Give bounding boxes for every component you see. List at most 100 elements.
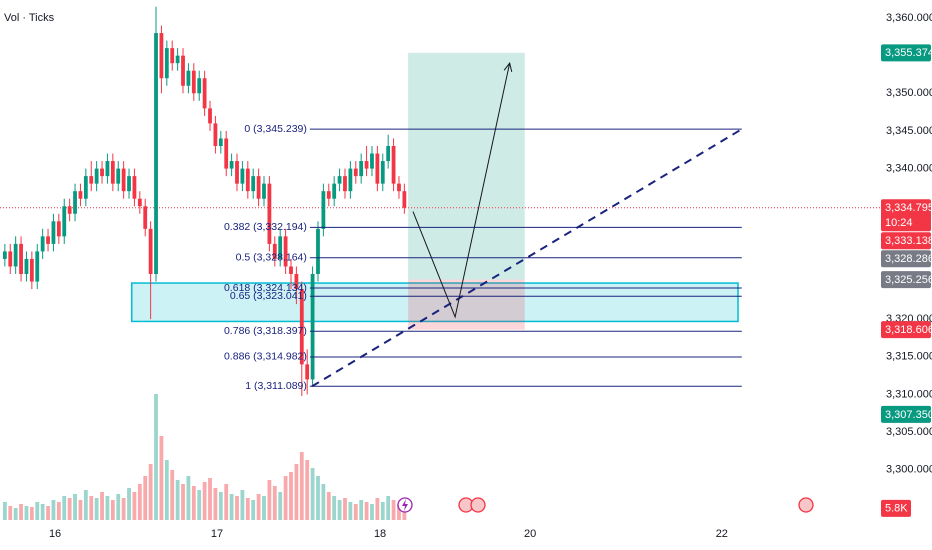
price-tag-label: 3,307.350 (885, 409, 932, 421)
candle-body (170, 48, 175, 64)
price-tag-label: 3,328.286 (885, 253, 932, 265)
volume-bar (218, 492, 223, 520)
price-tag (881, 44, 931, 62)
price-tag-label: 3,333.138 (885, 235, 932, 247)
candle-body (294, 274, 299, 290)
countdown: 10:24 (885, 217, 913, 229)
volume-bar (305, 460, 310, 520)
volume-bar (67, 498, 72, 520)
candle-body (8, 251, 13, 267)
candle-body (35, 251, 40, 282)
candle-body (397, 183, 401, 192)
volume-bar (121, 498, 126, 520)
candle-body (380, 161, 385, 184)
volume-bar (316, 476, 320, 520)
candle-body (148, 228, 153, 275)
candle-body (143, 206, 148, 229)
volume-bar (321, 484, 326, 520)
candle-body (299, 289, 304, 365)
candle-body (364, 161, 369, 169)
candle-body (197, 78, 202, 94)
candle-body (105, 161, 110, 177)
volume-bar (359, 500, 364, 520)
volume-bar (170, 470, 175, 520)
volume-bar (310, 468, 315, 520)
volume-bar (397, 504, 401, 520)
x-tick-label: 20 (524, 528, 536, 540)
volume-bar (148, 464, 153, 520)
volume-bar (197, 490, 202, 520)
fib-label: 0.886 (3,314.982) (224, 351, 307, 363)
candle-body (262, 183, 266, 199)
price-tag (881, 405, 931, 423)
volume-tag (881, 499, 911, 517)
volume-bar (40, 504, 45, 520)
candle-body (321, 191, 326, 229)
volume-bar (73, 494, 77, 520)
volume-bar (245, 498, 250, 520)
y-tick-label: 3,340.000 (886, 162, 932, 174)
candle-body (402, 191, 407, 208)
event-icon[interactable] (798, 497, 814, 513)
x-tick-label: 22 (716, 528, 728, 540)
candle-body (154, 33, 158, 275)
candle-body (19, 243, 23, 275)
fib-label: 0.65 (3,323.041) (230, 290, 307, 302)
candle-body (208, 108, 212, 124)
price-tag (881, 199, 931, 232)
candle-body (348, 168, 353, 192)
volume-bar (110, 500, 115, 520)
volume-bar (78, 500, 83, 520)
candle-body (137, 198, 142, 207)
volume-bar (267, 480, 272, 520)
candle-body (359, 161, 364, 177)
volume-bar (35, 502, 40, 520)
candle-body (51, 221, 56, 244)
support-zone (130, 282, 739, 323)
volume-bar (56, 502, 61, 520)
volume-bar (143, 476, 148, 520)
candle-body (73, 191, 77, 214)
volume-bar (337, 500, 342, 520)
price-tag-label: 3,325.256 (885, 274, 932, 286)
y-tick-label: 3,360.000 (886, 12, 932, 24)
volume-bar (191, 486, 196, 520)
volume-bar (375, 498, 380, 520)
volume-bar (2, 502, 7, 520)
x-tick-label: 16 (49, 528, 61, 540)
volume-bar (89, 496, 94, 520)
price-tag (881, 250, 931, 268)
volume-bar (229, 494, 234, 520)
candle-body (267, 183, 272, 244)
candle-body (391, 146, 396, 184)
y-tick-label: 3,345.000 (886, 125, 932, 137)
candle-body (78, 191, 83, 199)
volume-bar (29, 507, 34, 520)
volume-bar (299, 452, 304, 520)
price-tag (881, 321, 931, 339)
volume-bar (181, 484, 185, 520)
volume-tag-label: 5.8K (885, 502, 908, 514)
event-icon[interactable] (470, 497, 486, 513)
volume-bar (235, 496, 239, 520)
price-tag-label: 3,318.606 (885, 324, 932, 336)
volume-bar (391, 500, 396, 520)
arrow-head (503, 62, 513, 73)
candle-body (337, 176, 342, 184)
candle-body (343, 176, 347, 192)
volume-bar (94, 498, 99, 520)
fib-label: 1 (3,311.089) (245, 380, 307, 392)
candle-body (310, 274, 315, 380)
volume-bar (402, 508, 407, 520)
price-tag (881, 271, 931, 289)
volume-bar (283, 476, 288, 520)
candle-body (83, 176, 88, 199)
volume-bar (343, 498, 347, 520)
candle-body (121, 168, 126, 192)
volume-bar (326, 492, 331, 520)
candle-body (40, 236, 45, 252)
price-tag-label: 3,355.374 (885, 47, 932, 59)
candle-body (132, 176, 137, 199)
event-icon-glyph (402, 499, 408, 511)
